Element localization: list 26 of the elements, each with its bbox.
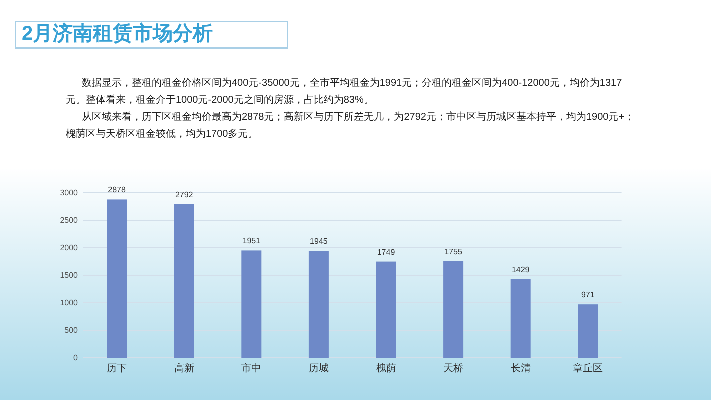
x-tick-label: 历下 xyxy=(107,364,128,374)
y-tick-label: 1500 xyxy=(60,271,79,280)
x-tick-label: 章丘区 xyxy=(573,362,604,374)
x-tick-label: 市中 xyxy=(242,362,262,374)
text: 数据显示，整租的租金价格区间为400元-35000元，全市平均租金为1991元；分租的租金区间为400-12000元，均价为1317元。整体看来，租金介于1000元-2000元之间的房源，占比约为83%。 xyxy=(66,76,624,108)
x-tick-label: 天桥 xyxy=(444,362,464,374)
y-tick-label: 3000 xyxy=(60,188,79,198)
y-tick-label: 0 xyxy=(74,354,79,362)
x-tick-label: 槐荫 xyxy=(376,362,396,374)
data-label: 2792 xyxy=(175,190,194,200)
data-label: 2878 xyxy=(108,186,126,195)
x-tick-label: 长清 xyxy=(510,362,531,374)
y-tick-label: 2000 xyxy=(60,244,79,252)
x-tick-label: 高新 xyxy=(174,362,194,374)
data-label: 1429 xyxy=(512,265,530,274)
text: 从区域来看，历下区租金均价最高为2878元；高新区与历下所差无几，为2792元；市中区与历城区基本持平，均为1900元+；槐荫区与天桥区租金较低，均为1700多元。 xyxy=(66,110,636,142)
data-label: 1755 xyxy=(444,247,463,256)
chart-title: 2月济南租赁市场分析 xyxy=(15,21,288,49)
data-label: 971 xyxy=(581,290,596,300)
x-tick-label: 历城 xyxy=(308,362,329,374)
y-tick-label: 500 xyxy=(64,326,79,335)
data-label: 1951 xyxy=(242,236,262,246)
data-label: 1749 xyxy=(377,248,396,257)
y-tick-label: 1000 xyxy=(60,298,79,308)
y-tick-label: 2500 xyxy=(60,216,79,225)
data-label: 1945 xyxy=(310,237,328,246)
